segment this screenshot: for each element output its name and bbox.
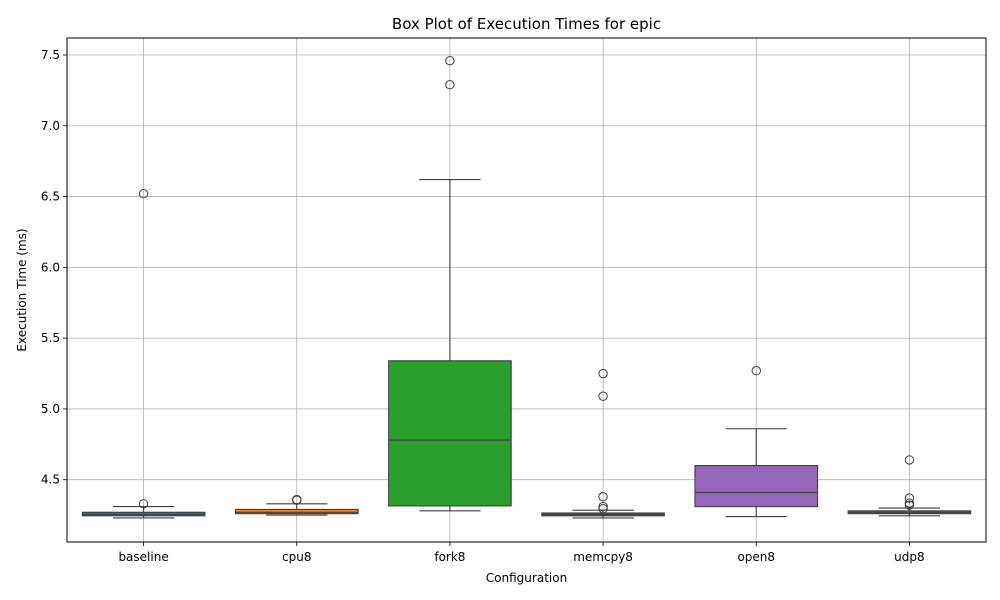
x-tick-label: open8 <box>737 550 775 564</box>
x-tick-label: baseline <box>118 550 168 564</box>
x-axis-ticks: baseline cpu8 fork8 memcpy8 open8 udp8 <box>118 542 925 564</box>
outlier-point <box>904 500 915 510</box>
box-series <box>81 55 972 519</box>
y-axis-label: Execution Time (ms) <box>15 228 29 351</box>
x-tick-label: cpu8 <box>282 550 311 564</box>
outlier-point <box>138 499 149 509</box>
outlier-point <box>598 391 608 401</box>
x-axis-label: Configuration <box>486 571 567 585</box>
outlier-point <box>598 504 608 514</box>
y-tick-label: 4.5 <box>41 473 60 487</box>
x-tick-label: memcpy8 <box>573 550 633 564</box>
box-group-open8 <box>694 365 819 518</box>
plot-area-background <box>67 38 986 542</box>
outlier-point <box>138 189 149 199</box>
box-iqr <box>388 360 512 507</box>
x-tick-label: fork8 <box>434 550 465 564</box>
box-group-baseline <box>81 189 206 519</box>
box-iqr <box>694 465 819 508</box>
outlier-point <box>751 365 761 376</box>
outlier-point <box>445 55 455 66</box>
y-tick-label: 5.0 <box>41 402 60 416</box>
y-tick-label: 5.5 <box>41 331 60 345</box>
outlier-point <box>904 498 915 508</box>
box-group-memcpy8 <box>541 368 665 519</box>
outlier-point <box>904 455 915 465</box>
box-group-udp8 <box>847 455 972 517</box>
y-tick-label: 7.5 <box>41 48 60 62</box>
outlier-point <box>598 501 608 512</box>
outlier-point <box>904 493 915 503</box>
x-tick-label: udp8 <box>894 550 924 564</box>
y-tick-label: 7.0 <box>41 119 60 133</box>
box-group-cpu8 <box>234 494 359 516</box>
grid-lines <box>67 38 986 542</box>
plot-area-frame <box>66 37 987 543</box>
outlier-point <box>292 495 302 505</box>
outlier-point <box>445 80 455 90</box>
box-group-fork8 <box>388 55 512 512</box>
y-tick-label: 6.0 <box>41 260 60 274</box>
outlier-point <box>598 491 608 502</box>
box-iqr <box>234 508 359 515</box>
chart-title: Box Plot of Execution Times for epic <box>392 15 661 33</box>
outlier-point <box>598 368 608 379</box>
y-axis-ticks: 4.5 5.0 5.5 6.0 6.5 7.0 7.5 <box>41 48 67 487</box>
y-tick-label: 6.5 <box>41 190 60 204</box>
